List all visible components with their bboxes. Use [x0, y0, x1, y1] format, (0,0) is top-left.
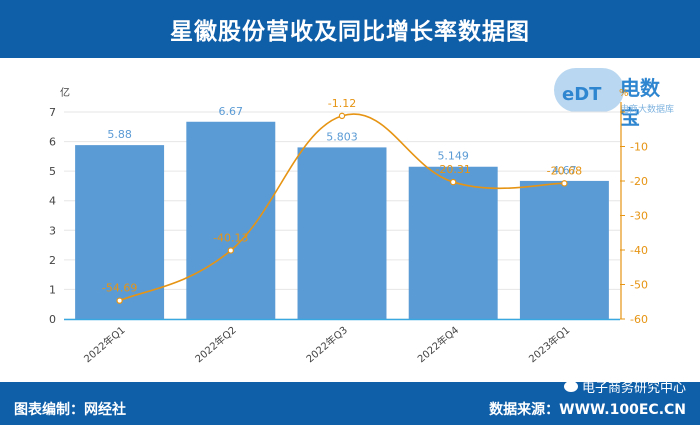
line-value-label: -20.31 [435, 163, 470, 176]
wechat-account: 电子商务研究中心 [563, 377, 686, 396]
y-right-tick-label: -60 [630, 313, 648, 326]
footer: 图表编制：网经社 数据来源：WWW.100EC.CN 电子商务研究中心 [0, 381, 700, 425]
y-right-tick-label: -10 [630, 141, 648, 154]
growth-line-series [116, 112, 568, 304]
x-tick-label: 2022年Q4 [415, 323, 461, 365]
line-value-label: -20.68 [547, 164, 582, 177]
edt-logo: eDT 电数宝 电商大数据库 [554, 62, 675, 129]
data-labels: 5.88 6.67 5.803 5.149 4.67 -54.69 -40.13 -1.12 -… [102, 97, 582, 295]
x-tick-label: 2023年Q1 [526, 323, 572, 365]
logo-mark: eDT [562, 84, 602, 105]
bar-value-label: 5.88 [107, 128, 132, 141]
wechat-icon [563, 381, 578, 392]
footer-source: 数据来源：WWW.100EC.CN [489, 402, 686, 418]
line-value-label: -1.12 [328, 97, 356, 110]
y-right-unit: % [619, 88, 629, 99]
line-value-label: -40.13 [213, 231, 248, 244]
cloud-icon [554, 68, 624, 112]
line-value-label: -54.69 [102, 282, 137, 295]
y-right-tick-label: -30 [630, 210, 648, 223]
chart-title: 星徽股份营收及同比增长率数据图 [0, 0, 700, 58]
y-left-tick-label: 2 [49, 254, 56, 267]
y-left-unit: 亿 [60, 86, 70, 99]
bar [75, 145, 165, 319]
bar-value-label: 5.803 [326, 130, 358, 143]
line-point [561, 180, 568, 187]
bar [519, 180, 609, 319]
wechat-account-name: 电子商务研究中心 [581, 381, 686, 396]
y-left-tick-label: 7 [49, 106, 56, 119]
line-point [338, 112, 346, 120]
y-right-tick-label: -40 [630, 244, 648, 257]
bar [186, 121, 276, 319]
line-point [116, 297, 123, 304]
bar-value-label: 4.67 [552, 164, 577, 177]
footer-credit: 图表编制：网经社 [14, 402, 126, 418]
logo-subtitle: 电商大数据库 [620, 105, 675, 115]
x-tick-label: 2022年Q2 [192, 323, 238, 365]
y-left-tick-label: 6 [49, 136, 56, 149]
bar-value-label: 5.149 [437, 150, 469, 163]
y-right-tick-label: -20 [630, 175, 648, 188]
logo-name: 电数宝 [620, 76, 660, 129]
revenue-chart: 0 1 2 3 4 5 6 7 -60 -50 -40 -30 -20 -10 亿 % 2022年Q1 2022年… [49, 86, 648, 365]
y-left-tick-label: 0 [49, 313, 56, 326]
line-point [227, 247, 234, 254]
bar [297, 147, 387, 319]
bar-series [75, 121, 609, 319]
x-tick-label: 2022年Q1 [81, 323, 127, 365]
y-right-tick-label: -50 [630, 279, 648, 292]
bar-value-label: 6.67 [219, 105, 244, 118]
y-left-tick-label: 4 [49, 195, 56, 208]
x-tick-label: 2022年Q3 [304, 323, 350, 365]
y-left-tick-label: 5 [49, 165, 56, 178]
y-left-tick-label: 1 [49, 283, 56, 296]
y-left-tick-label: 3 [49, 224, 56, 237]
bar [408, 166, 498, 319]
line-point [450, 178, 457, 186]
